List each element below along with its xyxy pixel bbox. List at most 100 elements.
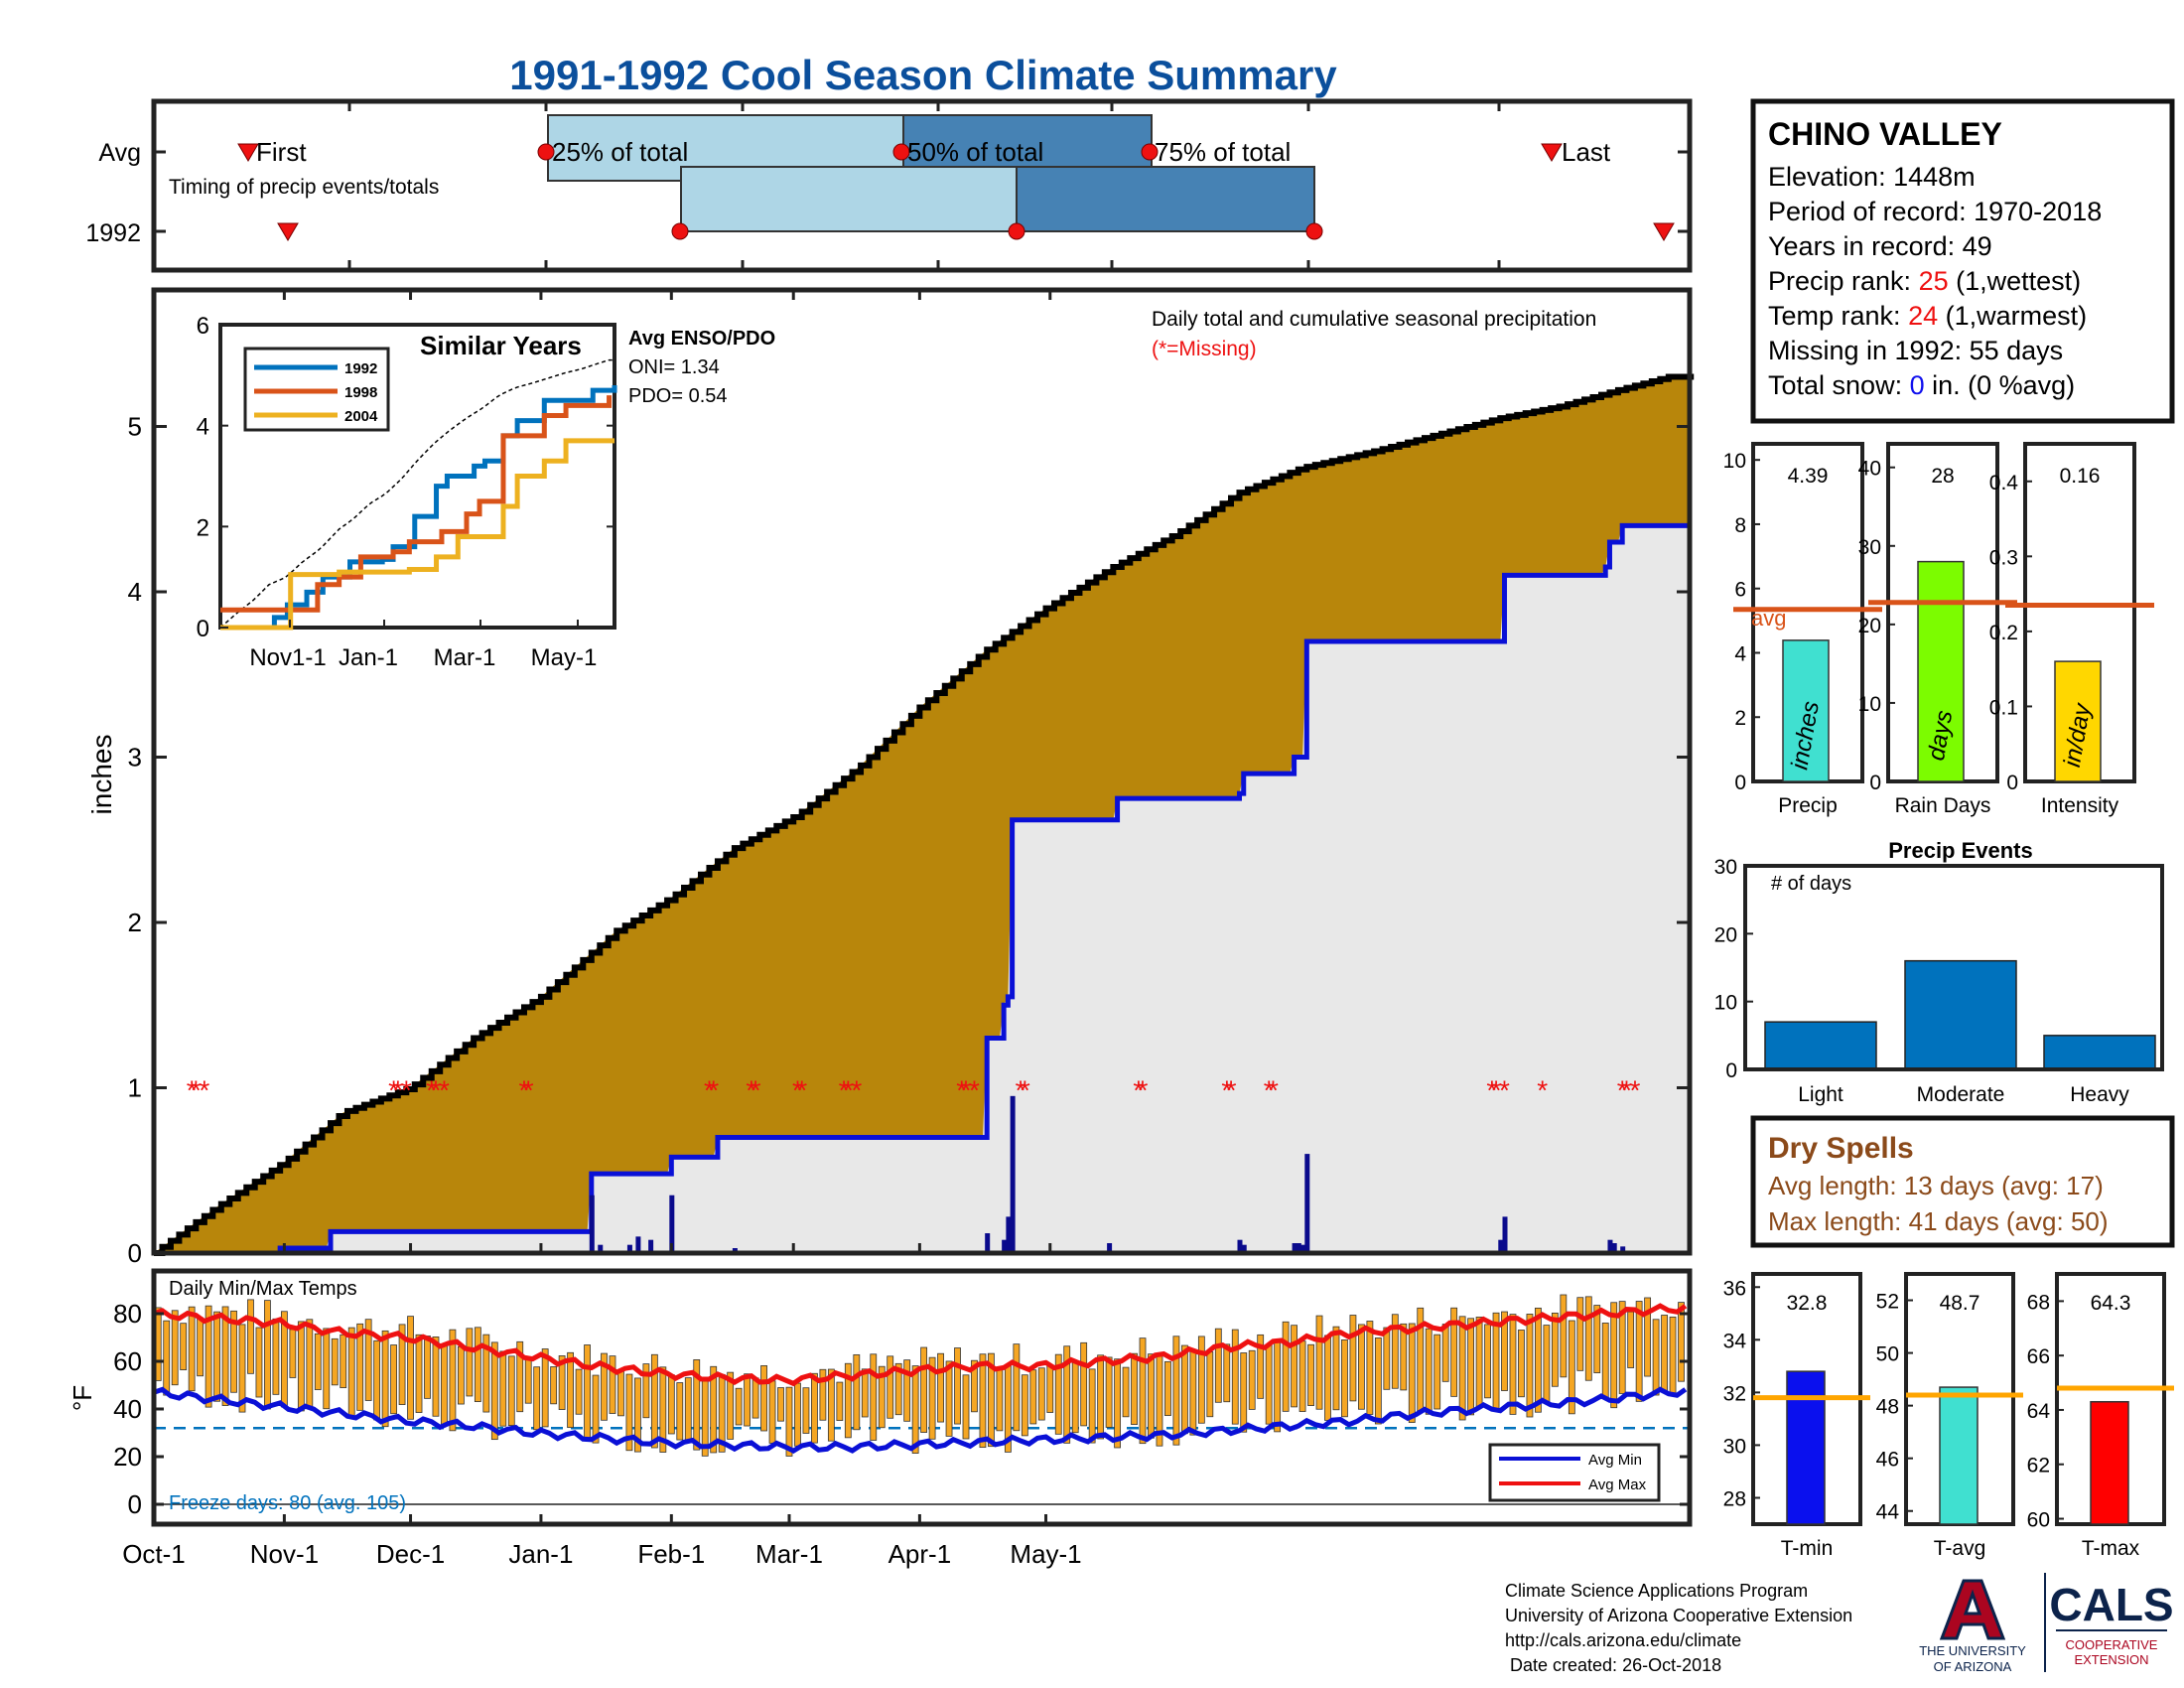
missing-day-marker: * [199,1075,209,1106]
rain_days-bar [1917,560,1965,782]
daily-temp-bar [870,1353,878,1441]
average-cumulative-line [154,373,1695,1256]
daily-temp-bar [1584,1296,1592,1381]
timing-avg-percent-marker [1141,143,1159,161]
intensity-axis-label: Intensity [2041,794,2119,817]
tavg-value-label: 48.7 [1940,1292,1980,1315]
daily-temp-bar [264,1300,271,1410]
daily-temp-bar [727,1371,735,1440]
daily-temp-bar [1223,1343,1231,1403]
tmin-y-tick-label: 32 [1723,1382,1746,1405]
footer-line-1: Climate Science Applications Program [1505,1581,1808,1601]
temp-y-tick-label: 80 [113,1299,142,1329]
rain_days-y-tick-label: 10 [1858,693,1881,716]
timing-panel: Avg 1992 Timing of precip events/totals … [85,98,1693,273]
daily-temp-bar [272,1318,280,1395]
precip-y-tick-label: 0 [128,1238,142,1268]
missing-day-marker: * [1499,1075,1510,1106]
daily-temp-bar [1172,1336,1180,1446]
daily-temp-bar [751,1377,759,1419]
daily-temp-bar [861,1368,869,1418]
daily-temp-bar [1358,1324,1365,1410]
daily-temp-bar [197,1317,205,1377]
daily-precip-bar [1296,1243,1301,1253]
intensity-y-tick-label: 0.1 [1989,696,2018,719]
daily-temp-bar [1501,1311,1508,1391]
daily-temp-bar [979,1353,987,1449]
daily-precip-bar [648,1239,654,1253]
tavg-bar [1939,1386,1979,1525]
daily-temp-bar [238,1324,246,1413]
timing-year-percent-marker [1305,222,1323,240]
daily-temp-bar [878,1365,886,1429]
daily-temp-bar [1257,1334,1265,1399]
daily-precip-bar [1002,1239,1008,1253]
events-bar-light [1764,1021,1877,1070]
daily-temp-bar [1601,1323,1609,1399]
daily-temp-bar [507,1355,515,1426]
rain_days-y-tick-label: 0 [1869,772,1881,794]
daily-temp-bar [768,1380,776,1444]
daily-precip-bar [589,1195,595,1253]
daily-temp-bar [1298,1340,1306,1412]
legend-label-1998: 1998 [344,384,377,401]
daily-temp-bar [676,1382,684,1441]
daily-temp-bar [954,1347,961,1425]
daily-temp-bar [1610,1302,1618,1409]
missing-day-marker: * [431,1075,442,1106]
inset-y-tick-label: 6 [197,313,209,340]
daily-temp-bar [541,1348,549,1428]
daily-temp-bar [1054,1353,1062,1435]
daily-temp-bar [1274,1341,1282,1433]
rain_days-y-tick-label: 20 [1858,615,1881,637]
legend-label-avg-max: Avg Max [1588,1477,1647,1493]
temp-y-label: °F [68,1385,97,1411]
daily-temp-bar [844,1362,852,1439]
tavg-y-tick-label: 48 [1876,1396,1899,1419]
missing-day-marker: * [792,1075,803,1106]
daily-temp-bar [1206,1351,1214,1418]
events-category-label: Light [1798,1083,1843,1106]
station-snow: Total snow: 0 in. (0 %avg) [1768,370,2075,400]
temp-y-tick-label: 60 [113,1346,142,1376]
rain_days-y-tick-label: 40 [1858,458,1881,481]
tmin-y-tick-label: 36 [1723,1277,1746,1300]
daily-temp-bar [1248,1349,1256,1410]
tmax-y-tick-label: 68 [2027,1291,2050,1314]
daily-precip-bar [1304,1154,1310,1253]
daily-temp-bar [1635,1301,1643,1402]
timing-row-avg-label: Avg [98,139,141,167]
missing-day-marker: * [1226,1075,1237,1106]
daily-temp-bar [449,1329,457,1432]
station-temp-rank: Temp rank: 24 (1,warmest) [1768,301,2087,331]
month-label: Jan-1 [508,1539,573,1569]
daily-temp-bar [609,1355,616,1414]
daily-temp-bar [364,1319,372,1401]
daily-temp-bar [1518,1330,1525,1398]
daily-temp-bar [634,1377,641,1453]
precip-y-tick-label: 2 [128,908,142,937]
daily-temp-bar [490,1341,498,1441]
daily-precip-bar [1241,1244,1247,1253]
station-precip-rank: Precip rank: 25 (1,wettest) [1768,266,2081,296]
daily-temp-bar [1046,1364,1054,1413]
inset-x-tick-label: May-1 [531,644,598,671]
daily-temp-bar [466,1328,474,1397]
daily-precip-bar [1107,1243,1113,1253]
missing-day-marker: * [956,1075,967,1106]
daily-precip-bar [635,1236,641,1253]
intensity-y-tick-label: 0.3 [1989,546,2018,569]
tmin-bar [1786,1370,1826,1525]
daily-temp-bar [381,1330,389,1428]
precip-bar [1782,639,1830,782]
precip-events-chart: Precip Events Light Moderate Heavy0102030 … [1714,838,2164,1106]
missing-day-marker: * [1486,1075,1497,1106]
precip-missing-note: (*=Missing) [1152,338,1257,360]
missing-day-marker: * [1629,1075,1640,1106]
timing-year-event-marker [277,222,299,241]
daily-temp-bar [1097,1354,1105,1440]
daily-temp-bar [289,1329,297,1378]
daily-temp-bar [1458,1316,1466,1421]
daily-temp-bar [1214,1328,1222,1403]
footer-credits: Climate Science Applications Program Uni… [1505,1581,1852,1675]
